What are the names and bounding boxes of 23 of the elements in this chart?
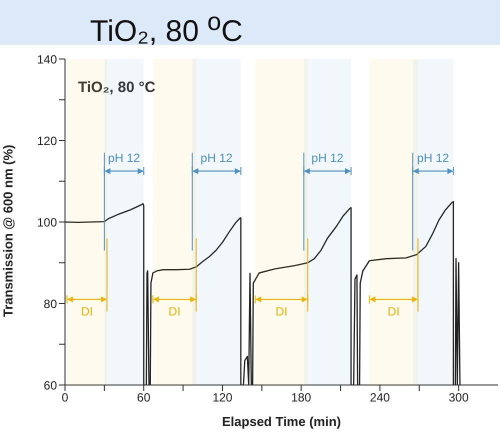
band-label: DI	[388, 304, 400, 318]
y-axis-title: Transmission @ 600 nm (%)	[0, 144, 16, 317]
text: TiO₂, 80 °C	[78, 79, 156, 96]
x-axis-title: Elapsed Time (min)	[222, 414, 341, 429]
y-tick-label: 80	[44, 296, 58, 311]
x-tick-label: 120	[212, 390, 233, 405]
y-tick-label: 60	[44, 378, 58, 392]
band-label: pH 12	[417, 151, 450, 166]
y-tick-label: 100	[36, 215, 58, 230]
x-tick-label: 300	[448, 390, 469, 405]
x-tick-label: 180	[291, 390, 312, 405]
band-label: DI	[80, 304, 93, 318]
y-tick-label: 120	[36, 134, 58, 148]
y-tick-label: 140	[36, 52, 58, 66]
x-tick-label: 240	[370, 390, 390, 405]
band-label: pH 12	[200, 151, 233, 166]
chart-title: TiO₂, 80 $^{o}$C	[89, 7, 244, 48]
x-tick-label: 0	[62, 390, 69, 405]
band-label: pH 12	[311, 151, 344, 166]
band-label: pH 12	[108, 151, 140, 166]
band-label: DI	[168, 304, 181, 318]
band-label: DI	[276, 304, 288, 318]
x-tick-label: 60	[137, 390, 151, 405]
